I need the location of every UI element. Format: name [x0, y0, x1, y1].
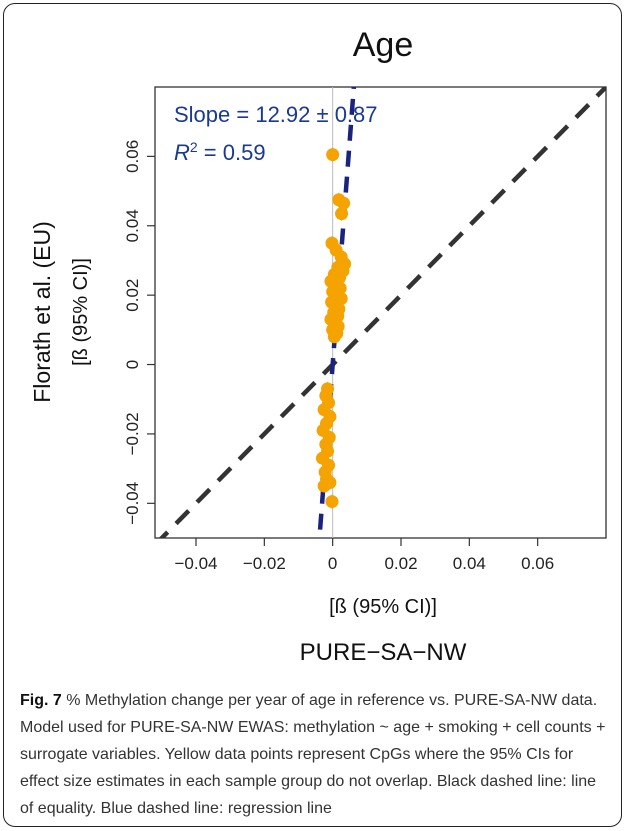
y-axis-sublabel: [ß (95% CI)]: [70, 258, 92, 366]
chart-title: Age: [353, 26, 414, 64]
y-tick-label: 0.02: [123, 279, 142, 312]
caption-label: Fig. 7: [20, 692, 62, 709]
x-tick-label: −0.04: [174, 554, 217, 573]
data-point: [325, 495, 339, 509]
equality-line: [158, 87, 606, 538]
x-tick-label: 0: [328, 554, 337, 573]
slope-annotation: Slope = 12.92 ± 0.87: [174, 102, 378, 127]
y-tick-label: 0.04: [123, 209, 142, 242]
x-tick-label: 0.04: [453, 554, 486, 573]
r-squared-symbol: R: [174, 140, 190, 165]
x-axis-label: PURE−SA−NW: [300, 639, 467, 666]
data-point: [335, 207, 349, 221]
scatter-chart: Age −0.04 −0.02 0 0.02 0.04 0.06 −0.04 −0.02 0 0.…: [29, 26, 607, 666]
y-tick-label: 0: [123, 360, 142, 369]
y-tick-label: 0.06: [123, 140, 142, 173]
x-tick-label: −0.02: [243, 554, 286, 573]
data-point: [326, 148, 340, 162]
r-squared-annotation: R2 = 0.59: [174, 139, 266, 165]
x-tick-label: 0.02: [384, 554, 417, 573]
y-axis-label: Florath et al. (EU): [29, 221, 55, 403]
y-tick-label: −0.04: [123, 482, 142, 525]
caption-text: % Methylation change per year of age in …: [20, 692, 606, 817]
x-tick-label: 0.06: [521, 554, 554, 573]
figure-frame: [3, 3, 622, 827]
y-tick-label: −0.02: [123, 412, 142, 455]
figure-caption: Fig. 7 % Methylation change per year of …: [20, 687, 612, 822]
r-squared-exponent: 2: [190, 139, 198, 155]
r-squared-value: = 0.59: [198, 140, 266, 165]
data-point: [337, 196, 351, 210]
x-axis-sublabel: [ß (95% CI)]: [329, 596, 437, 618]
data-point: [327, 330, 341, 344]
plot-area: [154, 86, 607, 539]
data-point: [317, 479, 331, 493]
